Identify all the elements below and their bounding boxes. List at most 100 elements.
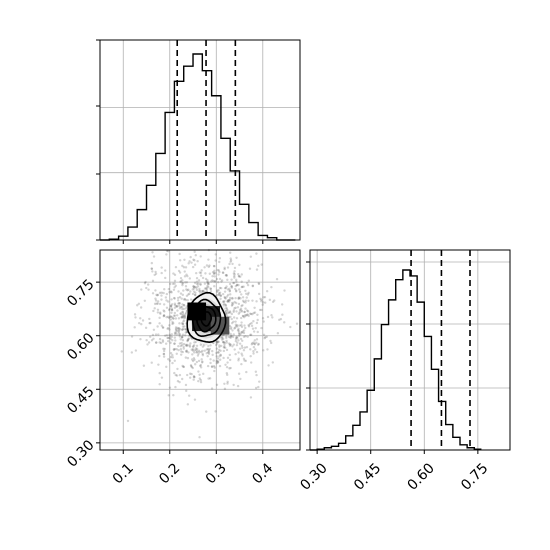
scatter-point	[179, 259, 182, 262]
scatter-point	[224, 274, 228, 277]
scatter-point	[237, 275, 241, 278]
scatter-point	[213, 369, 216, 373]
scatter-point	[158, 371, 161, 375]
scatter-point	[211, 353, 214, 357]
scatter-point	[187, 288, 190, 291]
scatter-point	[247, 324, 250, 327]
scatter-point	[178, 252, 181, 256]
scatter-point	[141, 319, 145, 322]
scatter-point	[252, 311, 255, 315]
scatter-point	[162, 314, 166, 317]
scatter-point	[184, 331, 187, 334]
scatter-point	[220, 279, 224, 282]
scatter-point	[184, 266, 188, 269]
scatter-point	[207, 265, 211, 269]
scatter-point	[163, 310, 166, 313]
scatter-point	[264, 301, 267, 304]
scatter-point	[236, 325, 239, 328]
scatter-point	[222, 271, 225, 275]
scatter-point	[178, 335, 182, 338]
scatter-point	[185, 350, 188, 353]
scatter-point	[222, 341, 225, 344]
scatter-point	[237, 273, 240, 276]
scatter-point	[199, 283, 202, 286]
scatter-point	[240, 323, 243, 327]
scatter-point	[231, 297, 234, 300]
scatter-point	[216, 351, 220, 354]
scatter-point	[182, 365, 185, 368]
scatter-point	[225, 307, 229, 310]
scatter-point	[240, 310, 244, 313]
scatter-point	[242, 349, 246, 352]
scatter-point	[154, 299, 158, 302]
scatter-point	[203, 282, 207, 285]
scatter-point	[229, 366, 232, 370]
scatter-point	[237, 297, 240, 301]
scatter-point	[199, 271, 203, 275]
scatter-point	[177, 331, 180, 334]
scatter-point	[263, 336, 266, 340]
scatter-point	[255, 268, 259, 271]
scatter-point	[240, 304, 243, 308]
scatter-point	[240, 285, 244, 289]
scatter-point	[232, 302, 235, 305]
scatter-point	[233, 300, 236, 304]
scatter-point	[140, 288, 143, 291]
scatter-point	[154, 341, 158, 344]
scatter-point	[178, 380, 181, 384]
scatter-point	[144, 326, 148, 330]
scatter-point	[229, 259, 233, 262]
scatter-point	[194, 347, 197, 350]
scatter-point	[191, 347, 195, 351]
scatter-point	[195, 350, 199, 354]
scatter-point	[173, 273, 177, 277]
scatter-point	[150, 339, 154, 342]
scatter-point	[206, 347, 210, 351]
scatter-point	[187, 394, 191, 397]
scatter-point	[162, 309, 165, 312]
scatter-point	[192, 344, 196, 347]
scatter-point	[184, 307, 188, 310]
scatter-point	[186, 338, 190, 342]
scatter-point	[238, 311, 241, 314]
scatter-point	[250, 321, 253, 325]
scatter-point	[207, 344, 210, 348]
scatter-point	[192, 357, 196, 360]
scatter-point	[216, 357, 220, 360]
scatter-point	[162, 314, 166, 317]
scatter-point	[199, 282, 202, 286]
scatter-point	[191, 349, 195, 352]
scatter-point	[236, 323, 239, 327]
scatter-point	[258, 380, 261, 383]
scatter-point	[169, 318, 173, 321]
scatter-point	[174, 327, 178, 331]
scatter-point	[231, 296, 234, 300]
scatter-point	[226, 300, 229, 303]
scatter-point	[242, 329, 246, 332]
scatter-point	[206, 354, 209, 358]
scatter-point	[223, 300, 226, 303]
scatter-point	[264, 336, 267, 339]
scatter-point	[248, 267, 252, 270]
scatter-point	[255, 341, 258, 344]
scatter-point	[176, 327, 180, 331]
scatter-point	[225, 365, 229, 369]
scatter-point	[173, 286, 176, 289]
scatter-point	[235, 283, 239, 287]
scatter-point	[170, 291, 173, 294]
scatter-point	[249, 312, 252, 315]
scatter-point	[244, 313, 247, 317]
scatter-point	[174, 284, 178, 287]
scatter-point	[223, 296, 227, 300]
scatter-point	[257, 264, 260, 267]
scatter-point	[233, 306, 236, 310]
scatter-point	[173, 359, 176, 362]
scatter-point	[260, 263, 263, 266]
scatter-point	[184, 285, 188, 288]
scatter-point	[218, 270, 221, 274]
scatter-point	[255, 350, 259, 354]
scatter-point	[221, 336, 224, 340]
scatter-point	[249, 255, 253, 258]
scatter-point	[237, 357, 240, 360]
scatter-point	[225, 314, 229, 318]
